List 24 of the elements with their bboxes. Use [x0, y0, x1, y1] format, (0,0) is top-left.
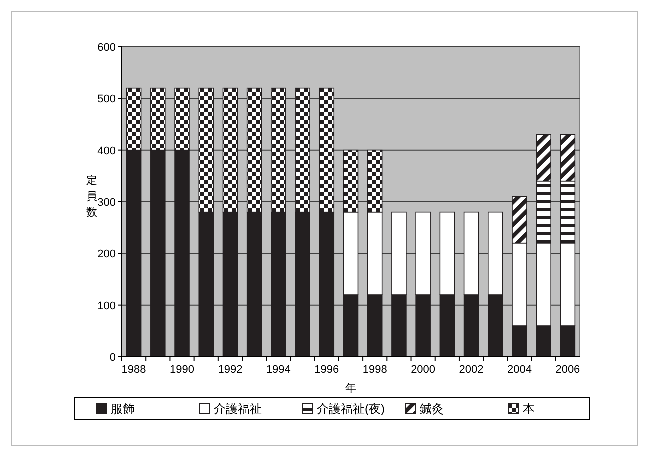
legend-label: 本 — [523, 402, 535, 416]
x-tick-label: 2002 — [459, 364, 484, 376]
y-tick-label: 400 — [98, 145, 116, 158]
x-tick-label: 1990 — [170, 364, 195, 376]
x-axis-title: 年 — [346, 383, 356, 395]
x-tick-label: 2004 — [507, 364, 532, 376]
x-tick-label: 1996 — [314, 364, 340, 376]
y-tick-label: 300 — [98, 197, 116, 209]
x-tick-label: 2000 — [411, 364, 436, 376]
legend-label: 介護福祉(夜) — [317, 402, 385, 416]
y-axis-title: 定員数 — [86, 174, 98, 219]
x-tick-label: 1998 — [362, 364, 388, 376]
x-tick-label: 1994 — [266, 364, 291, 376]
legend-label: 鍼灸 — [420, 402, 444, 416]
y-tick-label: 500 — [98, 94, 116, 106]
x-tick-label: 2006 — [556, 364, 580, 376]
legend-label: 服飾 — [111, 402, 135, 416]
y-tick-label: 600 — [98, 42, 116, 54]
x-tick-label: 1992 — [218, 364, 243, 376]
y-tick-label: 100 — [98, 300, 116, 312]
x-tick-label: 1988 — [122, 364, 146, 376]
y-tick-label: 200 — [98, 248, 116, 261]
y-tick-label: 0 — [110, 352, 116, 364]
legend-label: 介護福祉 — [214, 402, 262, 416]
